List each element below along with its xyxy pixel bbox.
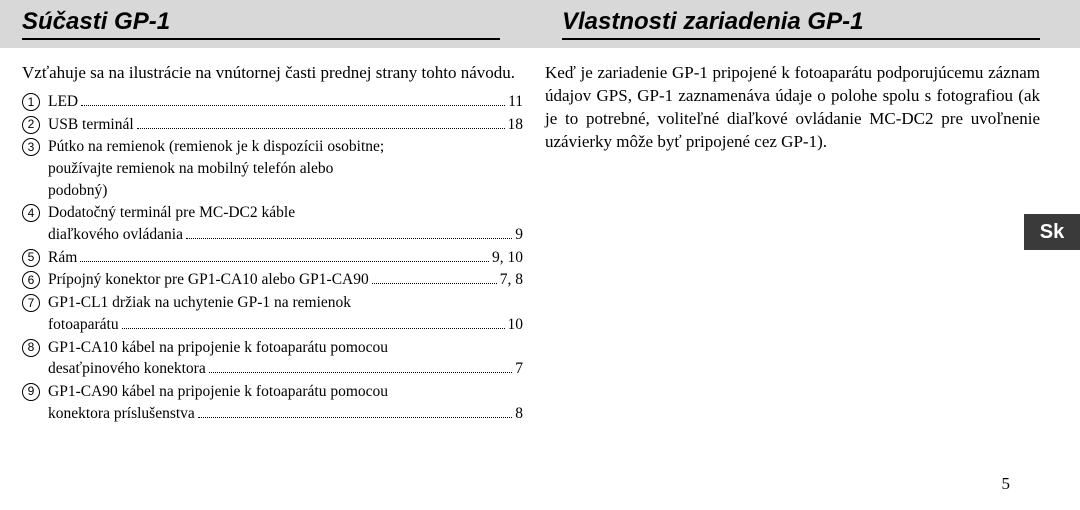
toc-page-ref: 8 — [515, 403, 523, 425]
toc-line: fotoaparátu 10 — [48, 314, 523, 336]
toc-page-ref: 9, 10 — [492, 247, 523, 269]
toc-label: Pútko na remienok (remienok je k dispozí… — [48, 136, 384, 158]
toc-label: USB terminál — [48, 114, 134, 136]
toc-label: Prípojný konektor pre GP1-CA10 alebo GP1… — [48, 269, 369, 291]
toc-line: podobný) — [48, 180, 523, 202]
toc-label: Dodatočný terminál pre MC-DC2 káble — [48, 202, 295, 224]
toc-body: LED 11 — [48, 91, 523, 113]
toc-item: 5 Rám 9, 10 — [22, 247, 523, 269]
toc-list: 1 LED 11 2 USB terminál 18 3 Pútko na remienok … — [22, 91, 523, 424]
toc-line: GP1-CA90 kábel na pripojenie k fotoapará… — [48, 381, 523, 403]
toc-line: Prípojný konektor pre GP1-CA10 alebo GP1… — [48, 269, 523, 291]
toc-body: Prípojný konektor pre GP1-CA10 alebo GP1… — [48, 269, 523, 291]
toc-body: USB terminál 18 — [48, 114, 523, 136]
toc-leader-dots — [122, 328, 505, 329]
toc-number-badge: 4 — [22, 204, 40, 222]
toc-line: používajte remienok na mobilný telefón a… — [48, 158, 523, 180]
toc-page-ref: 10 — [508, 314, 524, 336]
toc-page-ref: 18 — [508, 114, 524, 136]
toc-page-ref: 7 — [515, 358, 523, 380]
toc-line: GP1-CL1 držiak na uchytenie GP-1 na remi… — [48, 292, 523, 314]
toc-label: podobný) — [48, 180, 107, 202]
toc-label: fotoaparátu — [48, 314, 119, 336]
toc-label: GP1-CA10 kábel na pripojenie k fotoapará… — [48, 337, 388, 359]
right-body-text: Keď je zariadenie GP-1 pripojené k fotoa… — [545, 62, 1040, 154]
toc-number-badge: 8 — [22, 339, 40, 357]
toc-page-ref: 9 — [515, 224, 523, 246]
toc-label: GP1-CL1 držiak na uchytenie GP-1 na remi… — [48, 292, 351, 314]
section-title-left: Súčasti GP-1 — [22, 8, 500, 40]
toc-line: Dodatočný terminál pre MC-DC2 káble — [48, 202, 523, 224]
toc-label: konektora príslušenstva — [48, 403, 195, 425]
toc-item: 6 Prípojný konektor pre GP1-CA10 alebo GP… — [22, 269, 523, 291]
toc-number-badge: 2 — [22, 116, 40, 134]
toc-leader-dots — [186, 238, 512, 239]
toc-body: GP1-CA90 kábel na pripojenie k fotoapará… — [48, 381, 523, 424]
toc-number-badge: 6 — [22, 271, 40, 289]
toc-page-ref: 11 — [508, 91, 523, 113]
toc-line: Pútko na remienok (remienok je k dispozí… — [48, 136, 523, 158]
toc-label: desaťpinového konektora — [48, 358, 206, 380]
toc-body: GP1-CA10 kábel na pripojenie k fotoapará… — [48, 337, 523, 380]
toc-number-badge: 5 — [22, 249, 40, 267]
toc-line: GP1-CA10 kábel na pripojenie k fotoapará… — [48, 337, 523, 359]
toc-line: LED 11 — [48, 91, 523, 113]
toc-number-badge: 1 — [22, 93, 40, 111]
toc-leader-dots — [137, 128, 505, 129]
toc-leader-dots — [372, 283, 497, 284]
toc-page-ref: 7, 8 — [500, 269, 523, 291]
toc-number-badge: 7 — [22, 294, 40, 312]
column-left: Vzťahuje sa na ilustrácie na vnútornej č… — [22, 62, 541, 425]
toc-leader-dots — [198, 417, 512, 418]
toc-body: GP1-CL1 držiak na uchytenie GP-1 na remi… — [48, 292, 523, 335]
toc-leader-dots — [81, 105, 505, 106]
header-band: Súčasti GP-1 Vlastnosti zariadenia GP-1 — [0, 0, 1080, 48]
toc-body: Dodatočný terminál pre MC-DC2 káblediaľk… — [48, 202, 523, 245]
toc-item: 9 GP1-CA90 kábel na pripojenie k fotoapar… — [22, 381, 523, 424]
toc-line: konektora príslušenstva 8 — [48, 403, 523, 425]
toc-line: USB terminál 18 — [48, 114, 523, 136]
toc-item: 7 GP1-CL1 držiak na uchytenie GP-1 na rem… — [22, 292, 523, 335]
toc-item: 1 LED 11 — [22, 91, 523, 113]
toc-label: používajte remienok na mobilný telefón a… — [48, 158, 333, 180]
section-title-right: Vlastnosti zariadenia GP-1 — [562, 8, 1040, 40]
toc-label: LED — [48, 91, 78, 113]
toc-item: 2 USB terminál 18 — [22, 114, 523, 136]
toc-leader-dots — [80, 261, 489, 262]
header-right: Vlastnosti zariadenia GP-1 — [540, 0, 1080, 48]
left-intro-text: Vzťahuje sa na ilustrácie na vnútornej č… — [22, 62, 523, 85]
toc-leader-dots — [209, 372, 513, 373]
toc-item: 4 Dodatočný terminál pre MC-DC2 káblediaľ… — [22, 202, 523, 245]
toc-line: Rám 9, 10 — [48, 247, 523, 269]
toc-item: 8 GP1-CA10 kábel na pripojenie k fotoapar… — [22, 337, 523, 380]
toc-line: diaľkového ovládania 9 — [48, 224, 523, 246]
toc-label: diaľkového ovládania — [48, 224, 183, 246]
toc-body: Pútko na remienok (remienok je k dispozí… — [48, 136, 523, 201]
toc-number-badge: 9 — [22, 383, 40, 401]
body-columns: Vzťahuje sa na ilustrácie na vnútornej č… — [0, 48, 1080, 425]
header-left: Súčasti GP-1 — [0, 0, 540, 48]
toc-label: GP1-CA90 kábel na pripojenie k fotoapará… — [48, 381, 388, 403]
column-right: Keď je zariadenie GP-1 pripojené k fotoa… — [541, 62, 1060, 425]
toc-item: 3 Pútko na remienok (remienok je k dispoz… — [22, 136, 523, 201]
language-tab: Sk — [1024, 214, 1080, 250]
toc-line: desaťpinového konektora 7 — [48, 358, 523, 380]
toc-number-badge: 3 — [22, 138, 40, 156]
toc-body: Rám 9, 10 — [48, 247, 523, 269]
toc-label: Rám — [48, 247, 77, 269]
page-number: 5 — [1002, 474, 1011, 494]
